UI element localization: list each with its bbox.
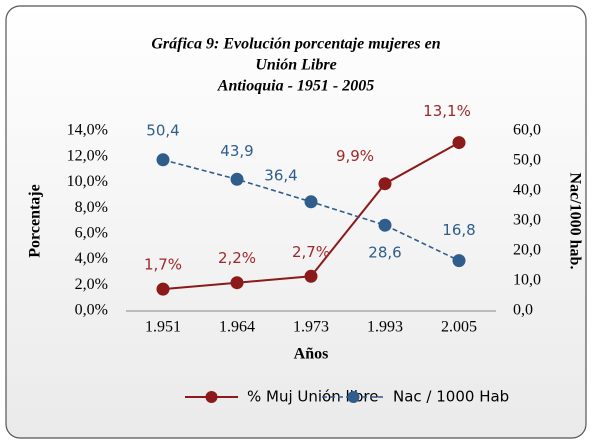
data-point (230, 276, 244, 290)
y2-tick-label: 40,0 (513, 182, 541, 199)
chart-title: Gráfica 9: Evolución porcentaje mujeres … (151, 36, 440, 53)
y-tick-label: 12,0% (67, 147, 108, 164)
legend-label: % Muj Unión libre (247, 388, 378, 406)
chart-title: Antioquia - 1951 - 2005 (217, 78, 374, 95)
y2-tick-label: 20,0 (513, 242, 541, 259)
x-tick-label: 1.964 (219, 319, 255, 336)
data-point (378, 218, 392, 232)
chart-frame (5, 5, 587, 439)
data-point (452, 136, 466, 150)
x-axis-label: Años (294, 346, 329, 363)
data-label: 36,4 (264, 166, 297, 184)
data-point (378, 177, 392, 191)
legend-marker (205, 391, 218, 403)
data-point (304, 195, 318, 209)
y2-tick-label: 0,0 (513, 302, 533, 319)
data-label: 28,6 (368, 244, 401, 262)
legend-marker (347, 391, 360, 403)
y-tick-label: 0,0% (75, 302, 108, 319)
y-tick-label: 6,0% (75, 225, 108, 242)
chart-title: Unión Libre (255, 57, 336, 74)
data-label: 50,4 (146, 121, 179, 139)
y-tick-label: 4,0% (75, 250, 108, 267)
data-point (304, 269, 318, 283)
x-tick-label: 2.005 (441, 319, 477, 336)
data-point (230, 172, 244, 186)
x-tick-label: 1.973 (293, 319, 329, 336)
data-label: 43,9 (220, 142, 253, 160)
y2-tick-label: 60,0 (513, 122, 541, 139)
y2-tick-label: 10,0 (513, 272, 541, 289)
y-axis-label: Porcentaje (27, 184, 44, 257)
x-tick-label: 1.993 (367, 319, 403, 336)
data-point (452, 254, 466, 268)
data-label: 2,7% (292, 243, 330, 261)
data-point (156, 153, 170, 167)
legend-label: Nac / 1000 Hab (393, 388, 509, 406)
data-label: 16,8 (442, 221, 475, 239)
y2-tick-label: 50,0 (513, 152, 541, 169)
data-point (156, 282, 170, 296)
y-tick-label: 14,0% (67, 122, 108, 139)
data-label: 1,7% (144, 256, 182, 274)
y2-axis-label: Nac/1000 hab. (566, 173, 583, 270)
y2-tick-label: 30,0 (513, 212, 541, 229)
data-label: 9,9% (336, 147, 374, 165)
y-tick-label: 2,0% (75, 276, 108, 293)
y-tick-label: 8,0% (75, 199, 108, 216)
data-label: 13,1% (423, 102, 471, 120)
x-tick-label: 1.951 (145, 319, 181, 336)
y-tick-label: 10,0% (67, 173, 108, 190)
data-label: 2,2% (218, 249, 256, 267)
